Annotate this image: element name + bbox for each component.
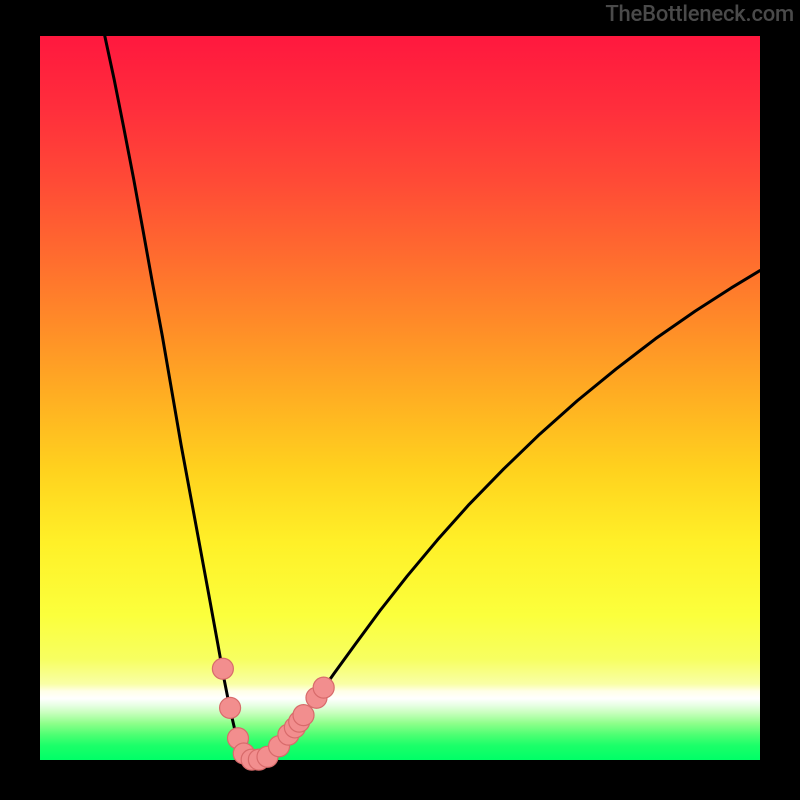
- attribution-text: TheBottleneck.com: [599, 0, 800, 29]
- plot-area: [40, 36, 760, 760]
- marker-point: [313, 677, 334, 698]
- marker-point: [220, 697, 241, 718]
- markers: [212, 658, 334, 770]
- curve-layer: [40, 36, 760, 760]
- marker-point: [293, 705, 314, 726]
- marker-point: [212, 658, 233, 679]
- chart-container: TheBottleneck.com: [0, 0, 800, 800]
- curve-left-branch: [105, 36, 255, 760]
